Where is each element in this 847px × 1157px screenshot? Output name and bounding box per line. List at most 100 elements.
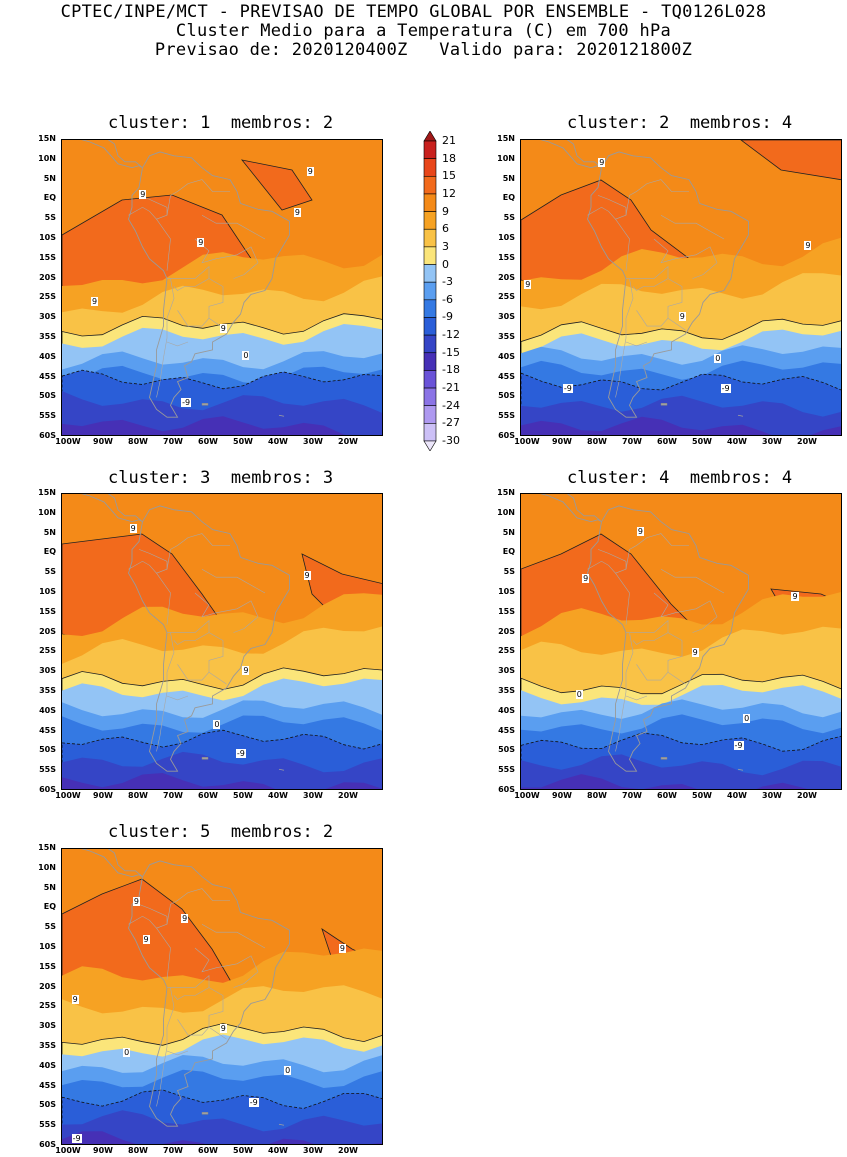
country-border-0 (167, 266, 227, 331)
y-tick-label: 5S (44, 567, 56, 577)
colorbar-swatch (423, 405, 437, 424)
y-tick-label: 15S (39, 252, 56, 262)
band-9-12-east (740, 140, 841, 181)
country-border-3 (587, 206, 616, 220)
y-tick-label: EQ (43, 547, 56, 557)
x-tick-label: 90W (93, 791, 113, 800)
country-border-8 (636, 664, 669, 681)
y-tick-label: 45S (39, 725, 56, 735)
y-tick-label: 35S (39, 686, 56, 695)
y-tick-label: 50S (39, 745, 56, 755)
y-tick-label: 10S (39, 587, 56, 596)
x-tick-label: 90W (93, 437, 113, 446)
colorbar-swatch (423, 299, 437, 318)
colorbar-label: -21 (442, 381, 460, 395)
country-border-5 (615, 632, 634, 752)
y-tick-label: 25S (39, 646, 56, 656)
temperature-field-1 (62, 140, 382, 435)
y-tick-label: 10S (498, 233, 515, 242)
y-tick-label: 35S (39, 1041, 56, 1050)
contour-label: -9 (733, 740, 744, 750)
south-america-coast (128, 151, 290, 418)
contour-label: 9 (791, 592, 799, 601)
country-border-8 (177, 664, 210, 681)
x-tick-label: 70W (163, 1146, 183, 1155)
contour-label: 9 (293, 208, 301, 218)
y-tick-label: 45S (39, 1080, 56, 1090)
y-tick-label: 15N (38, 134, 56, 143)
y-tick-label: 45S (39, 371, 56, 381)
colorbar-label: 9 (442, 204, 449, 218)
contour-label: 9 (636, 526, 644, 536)
colorbar-swatch (423, 193, 437, 212)
x-tick-label: 100W (55, 791, 81, 800)
colorbar-label: -24 (442, 398, 460, 412)
country-border-6 (653, 592, 718, 633)
temperature-field-3 (62, 494, 382, 789)
colorbar-swatch (423, 211, 437, 230)
map-panel-5: 9 9 9 9 9 9 0 0 -9 -9 (61, 848, 383, 1145)
x-tick-label: 100W (514, 437, 540, 446)
y-tick-label: 60S (39, 1140, 56, 1149)
country-border-9 (166, 1050, 189, 1056)
y-tick-label: 35S (498, 332, 515, 341)
y-tick-label: 60S (39, 431, 56, 440)
x-tick-label: 60W (657, 791, 677, 800)
falkland-islands (660, 403, 668, 406)
colorbar-swatch (423, 423, 437, 442)
temperature-field-5 (62, 849, 382, 1144)
x-tick-label: 60W (198, 437, 218, 446)
colorbar-swatch (423, 264, 437, 283)
central-america-coast (81, 494, 143, 523)
y-tick-label: 15S (39, 961, 56, 971)
contour-label: 9 (598, 157, 606, 167)
country-border-6 (653, 238, 718, 279)
colorbar-label: 21 (442, 134, 456, 147)
south-america-coast (587, 151, 749, 418)
y-tick-label: 40S (39, 351, 56, 361)
y-tick-label: 5S (44, 213, 56, 223)
x-tick-label: 40W (727, 437, 747, 446)
contour-label: 9 (219, 324, 227, 334)
y-tick-label: 45S (498, 725, 515, 735)
colorbar-label: 6 (442, 222, 449, 236)
y-tick-label: 15S (498, 252, 515, 262)
x-tick-label: 20W (338, 437, 358, 446)
south-america-coast (128, 860, 290, 1127)
panel-title-3: cluster: 3 membros: 3 (108, 468, 334, 488)
band-m18 (62, 416, 382, 435)
x-tick-label: 30W (303, 1146, 323, 1155)
x-tick-label: 40W (727, 791, 747, 800)
contour-label: -9 (181, 398, 192, 408)
band-9-12-east (241, 159, 313, 211)
x-tick-label: 60W (198, 791, 218, 800)
y-tick-label: 15N (497, 488, 515, 497)
falkland-islands (660, 757, 668, 760)
contour-label: 9 (132, 896, 140, 906)
colorbar-label: -12 (442, 328, 460, 342)
y-tick-label: 50S (39, 391, 56, 401)
y-tick-label: 10S (39, 233, 56, 242)
y-tick-label: 30S (498, 312, 515, 322)
country-border-8 (177, 1019, 210, 1036)
contour-label: 9 (71, 994, 79, 1004)
country-border-0 (626, 266, 686, 331)
map-panel-4: 9 9 9 9 0 0 -9 (520, 493, 842, 790)
colorbar-swatch (423, 140, 437, 159)
x-tick-label: 60W (198, 1146, 218, 1155)
x-tick-label: 20W (338, 1146, 358, 1155)
y-tick-label: 10N (38, 862, 56, 872)
x-tick-label: 40W (268, 791, 288, 800)
colorbar-label: -30 (442, 434, 460, 447)
contour-label: 0 (242, 350, 250, 360)
contour-label: 9 (90, 297, 99, 307)
band-m18 (521, 416, 841, 435)
x-tick-label: 100W (55, 1146, 81, 1155)
contour-label: -9 (248, 1098, 259, 1108)
country-border-4 (632, 632, 669, 645)
country-border-7 (201, 568, 266, 594)
x-tick-label: 20W (338, 791, 358, 800)
country-border-9 (625, 695, 648, 701)
x-tick-label: 100W (514, 791, 540, 800)
x-tick-label: 90W (93, 1146, 113, 1155)
